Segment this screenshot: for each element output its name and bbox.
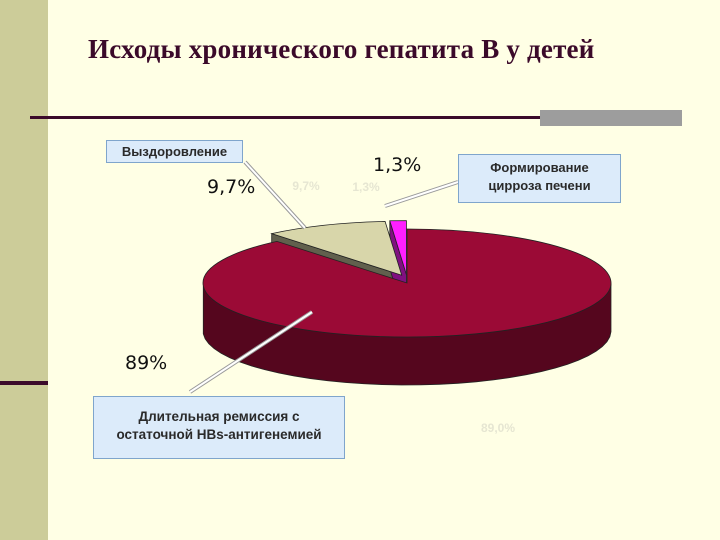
faint-label-2: 89,0% [481, 421, 515, 435]
title-underline [30, 116, 682, 119]
pct-label-cirrhosis: 1,3% [373, 154, 422, 176]
faint-data-labels: 9,7% 1,3% 89,0% [292, 179, 515, 435]
faint-label-0: 9,7% [292, 179, 320, 193]
callout-cirrhosis-line2: цирроза печени [488, 177, 591, 193]
sidebar-accent-line [0, 381, 48, 385]
callout-cirrhosis: Формирование цирроза печени [458, 154, 621, 203]
pie-slice-top-1 [389, 220, 407, 275]
callout-remission-line2: остаточной HBs-антигенемией [116, 427, 322, 443]
callout-recovery: Выздоровление [106, 140, 243, 163]
slide-title: Исходы хронического гепатита В у детей [88, 34, 595, 64]
pie-slice-top-0 [270, 220, 403, 276]
title-underline-block [540, 110, 682, 126]
pie-slice-top-2 [202, 228, 612, 338]
pct-label-remission: 89% [125, 352, 168, 374]
leader-line-1 [384, 181, 459, 207]
leader-lines [188, 160, 459, 394]
callout-cirrhosis-line1: Формирование [490, 160, 589, 175]
leader-line-0 [244, 161, 306, 229]
leader-line-2 [189, 311, 313, 393]
pct-label-recovery: 9,7% [207, 176, 256, 198]
faint-label-1: 1,3% [352, 180, 380, 194]
callout-remission-line1: Длительная ремиссия с [138, 409, 300, 424]
left-sidebar-band [0, 0, 48, 540]
callout-recovery-text: Выздоровление [121, 144, 228, 159]
callout-remission: Длительная ремиссия с остаточной HBs-ант… [93, 396, 345, 459]
